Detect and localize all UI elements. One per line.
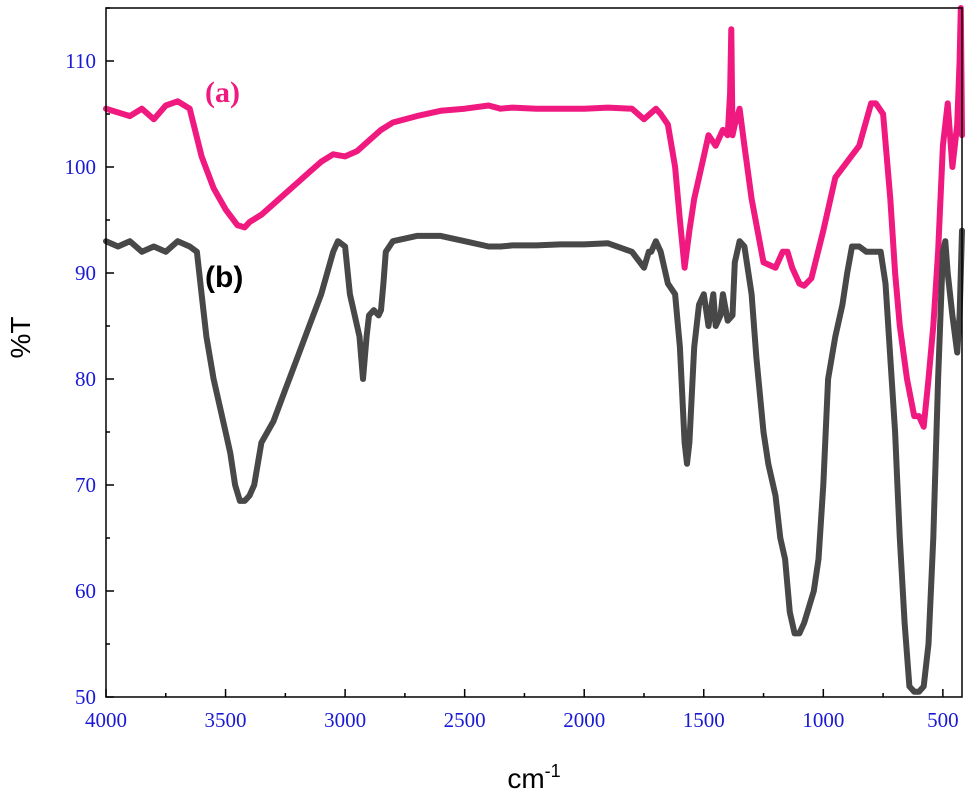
series-label-b: (b): [205, 261, 243, 294]
x-axis-title-main: cm: [507, 763, 544, 794]
x-tick-label: 1500: [683, 708, 725, 732]
x-tick-label: 2500: [444, 708, 486, 732]
series-label-a: (a): [205, 76, 240, 109]
y-tick-label: 90: [75, 261, 96, 285]
x-tick-label: 3000: [324, 708, 366, 732]
y-tick-label: 50: [75, 685, 96, 709]
y-tick-label: 110: [65, 49, 96, 73]
series-layer: [103, 5, 965, 695]
y-tick-label: 80: [75, 367, 96, 391]
x-axis-title: cm-1: [507, 761, 560, 794]
series-line-a: [103, 5, 965, 430]
x-tick-label: 1000: [802, 708, 844, 732]
series-line-b: [103, 227, 965, 695]
y-tick-label: 100: [65, 155, 97, 179]
x-axis-title-sup: -1: [545, 761, 561, 781]
y-axis-title: %T: [5, 317, 36, 359]
x-tick-label: 4000: [85, 708, 127, 732]
y-tick-label: 60: [75, 579, 96, 603]
plot-frame: [105, 7, 963, 698]
x-tick-label: 3500: [205, 708, 247, 732]
x-tick-labels: 4000 3500 3000 2500 2000 1500 1000 500: [85, 708, 959, 732]
x-tick-label: 500: [927, 708, 959, 732]
y-tick-label: 70: [75, 473, 96, 497]
y-tick-labels: 50 60 70 80 90 100 110: [65, 49, 97, 709]
axis-ticks: [105, 7, 944, 698]
x-tick-label: 2000: [563, 708, 605, 732]
